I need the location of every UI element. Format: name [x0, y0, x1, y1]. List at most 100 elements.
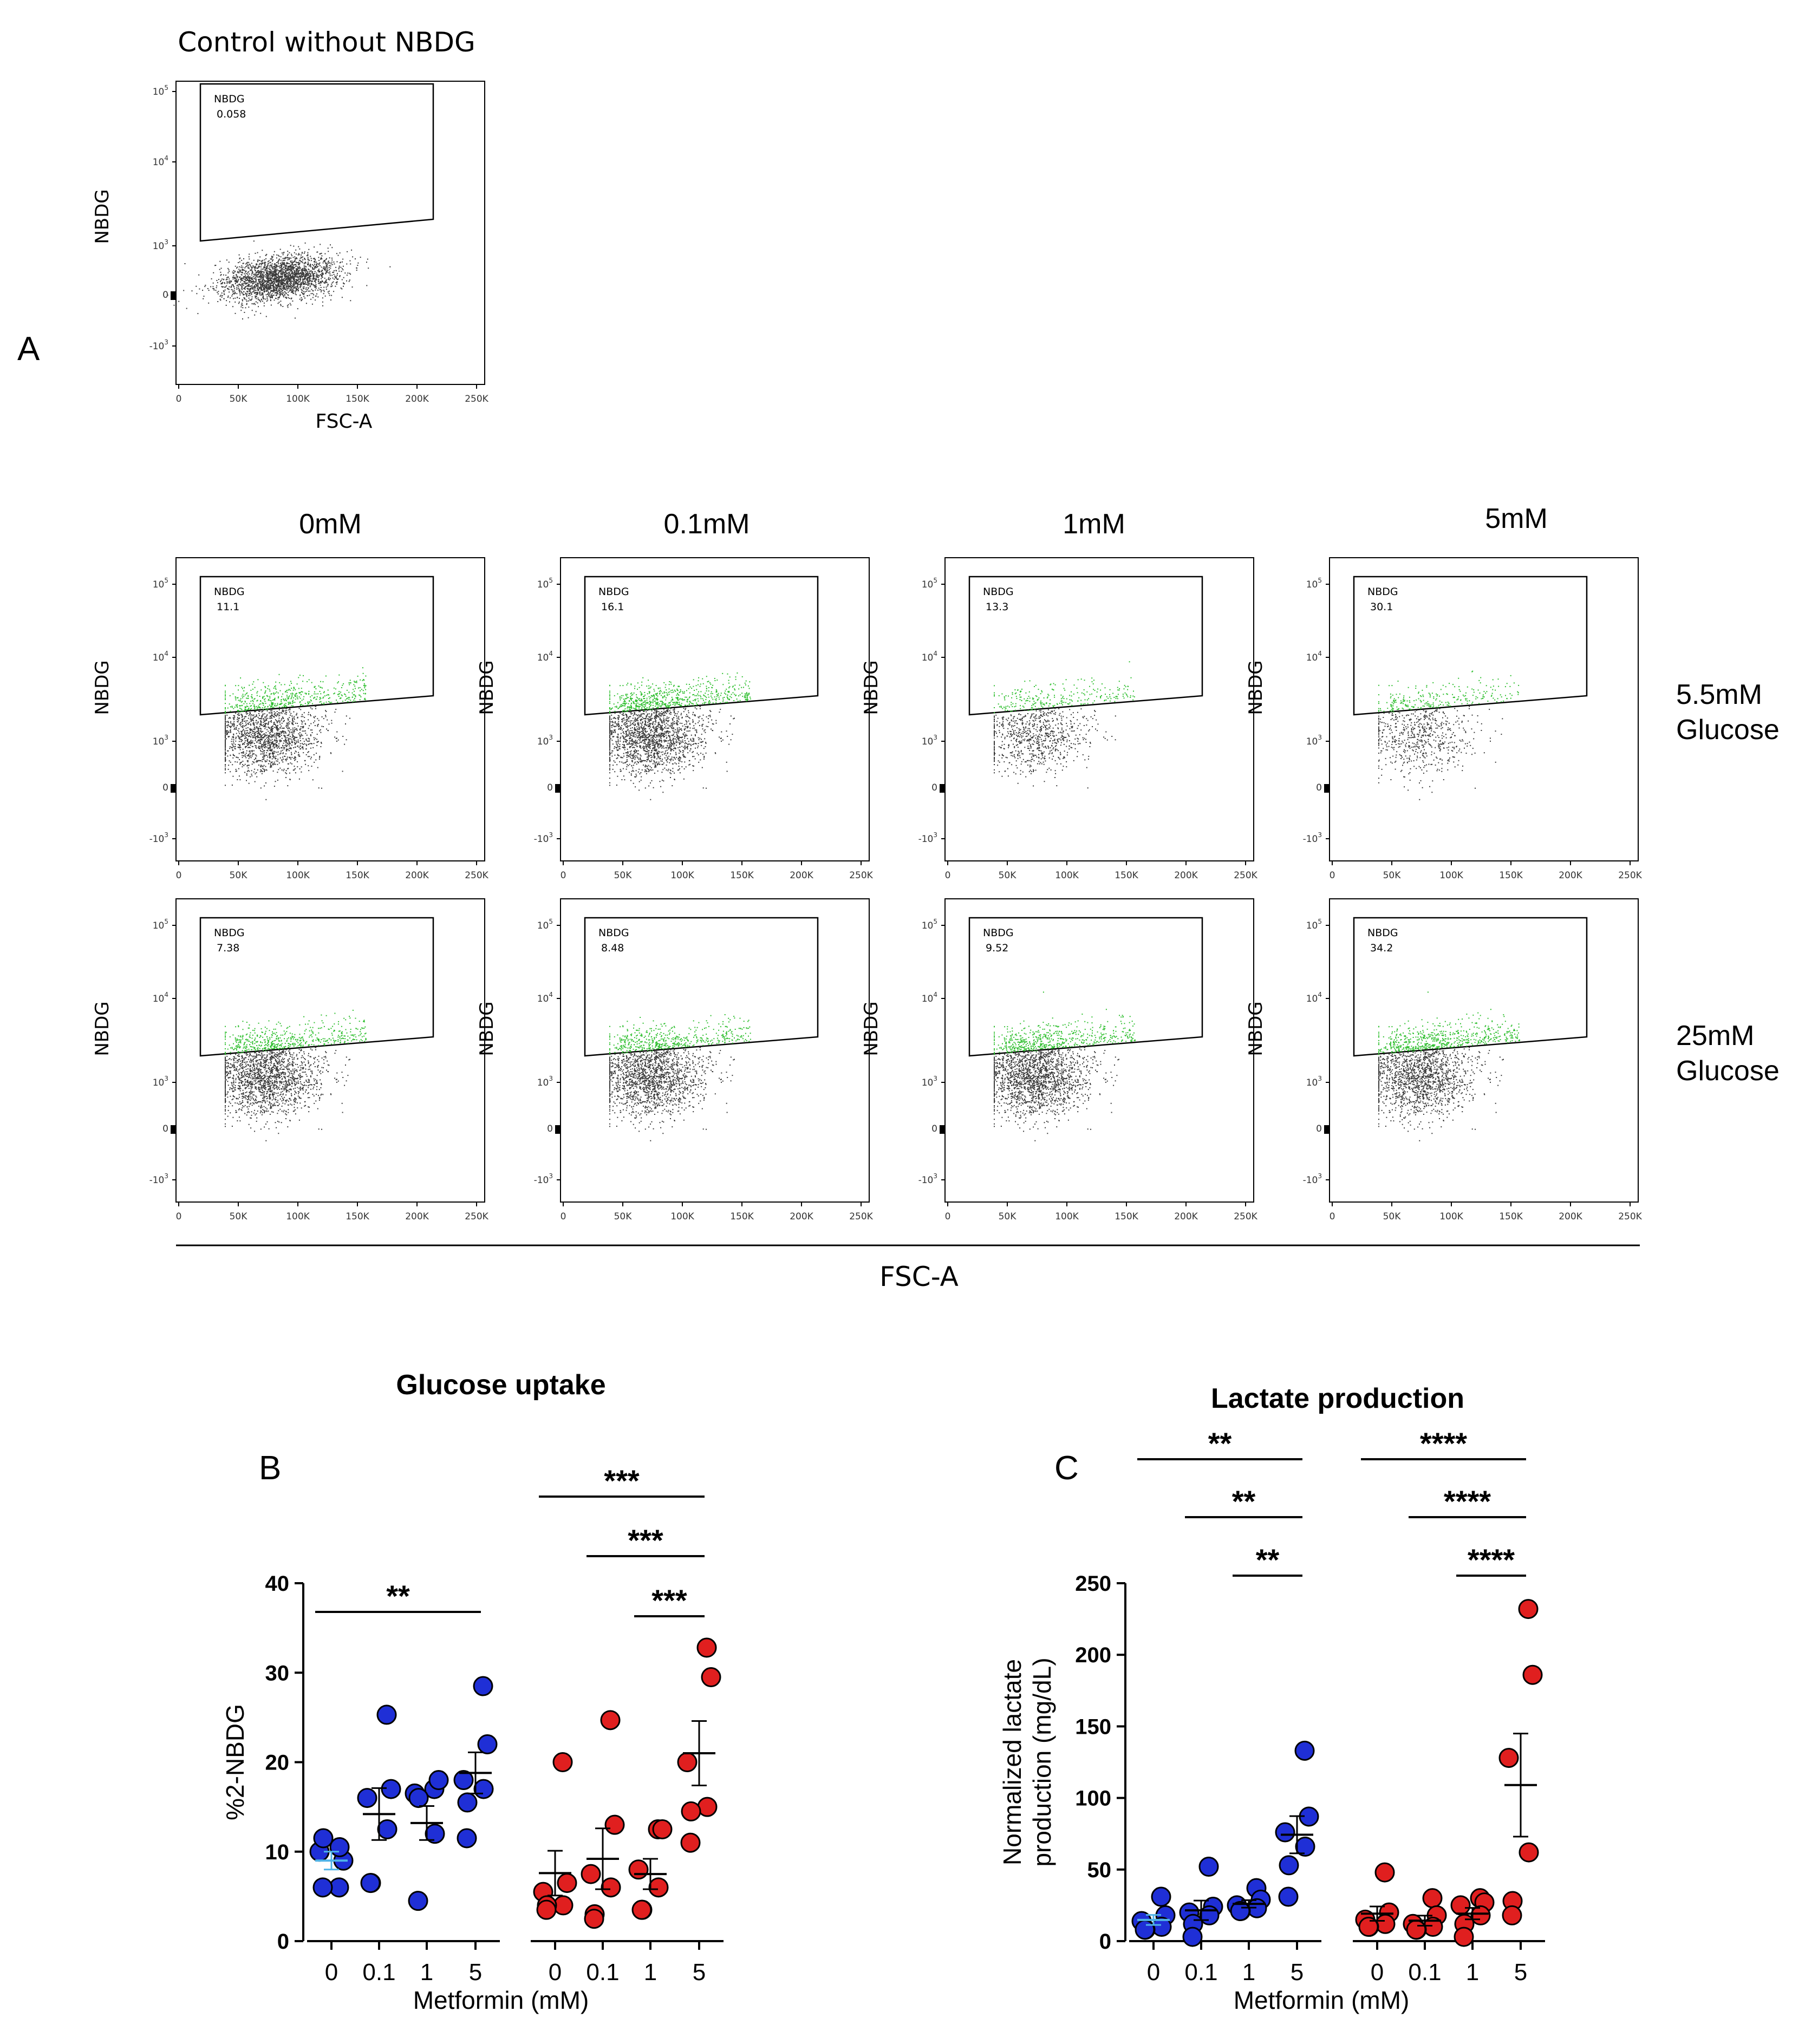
data-point: [1199, 1905, 1220, 1925]
glucose-uptake-chart: Glucose uptake 0 10 20 30 40 %2-NBDG 0 0.1 1 5 0 0.1…: [221, 1369, 724, 2014]
data-point: [1374, 1862, 1395, 1883]
gate-name: NBDG: [214, 927, 245, 939]
data-point: [1422, 1888, 1443, 1909]
data-point: [681, 1801, 701, 1821]
flow-plot-r0-c0: 105 104 103 0 -103 0 50K 100K 150K 200K 250K NBDG NB…: [92, 557, 489, 881]
y-tick-label: 105: [537, 918, 553, 931]
gate-polygon: [584, 917, 819, 1057]
x-tick-label: 0: [561, 1211, 566, 1222]
y-tick-label: 250: [1075, 1572, 1111, 1596]
gate-value: 11.1: [217, 601, 239, 613]
data-point: [377, 1819, 398, 1839]
significance-label: **: [386, 1579, 410, 1613]
x-axis-label: FSC-A: [316, 410, 373, 433]
plot-frame: [560, 557, 870, 861]
y-tick-label: 150: [1075, 1715, 1111, 1739]
y-tick-exponent: 3: [164, 338, 168, 346]
x-tick-label: 250K: [465, 394, 488, 404]
gate-value: 0.058: [217, 108, 246, 120]
y-tick-label: 103: [153, 238, 168, 252]
x-tick-label: 250K: [1618, 870, 1642, 881]
y-tick-exponent: 5: [933, 577, 937, 584]
x-tick-label: 0.1: [1184, 1959, 1217, 1986]
y-axis-label: NBDG: [1245, 660, 1267, 715]
metformin-header: 5mM: [1485, 503, 1548, 534]
x-tick-label: 200K: [405, 1211, 429, 1222]
data-point: [648, 1877, 669, 1898]
y-tick-label: 104: [153, 650, 168, 663]
y-tick-label: 103: [537, 734, 553, 747]
data-point: [601, 1877, 621, 1898]
y-tick-label: 0: [1316, 1124, 1322, 1134]
y-axis-label: NBDG: [92, 1001, 113, 1056]
plot-frame: [944, 898, 1254, 1203]
data-point: [1406, 1919, 1426, 1940]
y-tick-exponent: 3: [549, 1172, 553, 1180]
y-tick-exponent: 3: [1318, 831, 1322, 839]
x-tick-label: 0: [176, 1211, 182, 1222]
x-tick-label: 100K: [670, 1211, 694, 1222]
negative-events: [609, 1047, 735, 1141]
significance-label: ***: [628, 1523, 663, 1557]
data-point: [1519, 1842, 1539, 1863]
y-tick-label: 104: [537, 991, 553, 1004]
y-tick-label: 104: [1306, 650, 1322, 663]
data-point: [1279, 1855, 1299, 1876]
significance-label: ***: [604, 1464, 640, 1498]
x-tick-label: 200K: [405, 394, 429, 404]
glucose-label-line2: Glucose: [1676, 1055, 1780, 1087]
x-tick-label: 250K: [1234, 1211, 1257, 1222]
zero-marker: [171, 784, 176, 793]
data-point: [425, 1824, 445, 1844]
gate-polygon: [199, 83, 434, 242]
y-tick-label: 0: [277, 1930, 289, 1954]
y-tick-label: 103: [537, 1075, 553, 1088]
y-tick-exponent: 5: [164, 918, 168, 925]
x-tick-label: 1: [644, 1959, 657, 1986]
x-tick-label: 100K: [1055, 870, 1079, 881]
x-tick-label: 250K: [1234, 870, 1257, 881]
data-point: [1275, 1822, 1295, 1843]
data-point: [1502, 1905, 1522, 1925]
y-tick-label: 103: [1306, 734, 1322, 747]
x-tick-label: 0.1: [362, 1959, 395, 1986]
data-point: [701, 1667, 721, 1688]
chart-title: Lactate production: [1211, 1383, 1464, 1414]
x-tick-label: 50K: [230, 1211, 248, 1222]
y-tick-label: 10: [265, 1840, 290, 1864]
y-tick-exponent: 5: [164, 84, 168, 92]
gate-polygon: [1353, 576, 1588, 716]
y-tick-label: 105: [922, 577, 937, 590]
x-tick-label: 150K: [1499, 870, 1523, 881]
data-point: [381, 1779, 401, 1799]
gate-name: NBDG: [214, 586, 245, 598]
flow-plot-r0-c2: 105 104 103 0 -103 0 50K 100K 150K 200K 250K NBDG NB…: [861, 557, 1258, 881]
positive-events: [225, 1009, 367, 1055]
event-dots: [225, 667, 367, 800]
metformin-header: 0.1mM: [664, 508, 750, 540]
y-tick-exponent: 4: [164, 154, 168, 162]
data-point: [652, 1819, 673, 1839]
y-tick-label: 0: [162, 1124, 168, 1134]
negative-events: [1378, 706, 1503, 800]
y-tick-label: 0: [547, 782, 553, 793]
gate-value: 13.3: [986, 601, 1008, 613]
data-point: [457, 1828, 477, 1849]
gate-name: NBDG: [214, 93, 245, 105]
data-point: [1470, 1905, 1491, 1925]
significance-label: **: [1256, 1543, 1280, 1577]
y-tick-exponent: 3: [1318, 734, 1322, 741]
y-tick-label: 105: [153, 918, 168, 931]
negative-events: [225, 1047, 350, 1141]
data-point: [313, 1828, 334, 1849]
data-point: [552, 1752, 573, 1772]
y-tick-label: 20: [265, 1751, 290, 1775]
data-point: [1294, 1740, 1315, 1761]
y-tick-label: -103: [534, 1172, 553, 1186]
x-tick-label: 50K: [230, 870, 248, 881]
y-axis-label: %2-NBDG: [221, 1704, 249, 1820]
zero-marker: [555, 784, 561, 793]
y-tick-label: 50: [1087, 1858, 1112, 1882]
data-point: [1151, 1886, 1171, 1907]
